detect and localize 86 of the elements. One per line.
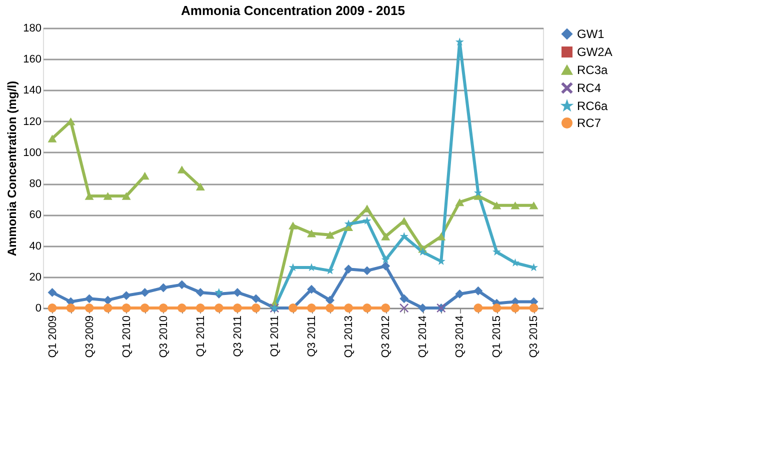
point xyxy=(288,222,298,230)
point xyxy=(492,248,501,256)
x-tick-label: Q3 2010 xyxy=(158,316,170,358)
x-tick-label: Q3 2009 xyxy=(84,316,96,358)
point xyxy=(510,304,520,312)
point xyxy=(418,248,427,256)
point xyxy=(103,192,112,200)
point xyxy=(474,304,483,312)
point xyxy=(455,198,464,206)
point xyxy=(529,304,538,312)
point xyxy=(474,286,483,296)
y-axis-title: Ammonia Concentration (mg/l) xyxy=(5,80,20,256)
legend-label: RC7 xyxy=(577,116,602,130)
legend-label: RC3a xyxy=(577,63,608,77)
point xyxy=(122,304,131,312)
x-tick-label: Q1 2015 xyxy=(491,316,504,358)
point xyxy=(326,304,335,312)
point xyxy=(232,304,242,312)
y-tick-label: 80 xyxy=(29,178,42,190)
x-tick-label: Q1 2013 xyxy=(343,316,356,358)
point xyxy=(251,304,260,312)
y-tick-label: 180 xyxy=(23,22,42,34)
point xyxy=(362,304,372,312)
x-tick-label: Q3 2012 xyxy=(380,316,392,358)
point xyxy=(381,255,390,264)
legend-label: RC6a xyxy=(577,99,608,113)
point xyxy=(455,290,464,298)
point xyxy=(492,304,502,312)
point xyxy=(307,284,316,294)
point xyxy=(455,38,464,46)
point xyxy=(158,283,168,292)
y-tick-label: 0 xyxy=(35,302,42,314)
point xyxy=(66,304,76,312)
point xyxy=(492,201,502,210)
point xyxy=(84,304,94,312)
point xyxy=(381,232,390,240)
y-tick-label: 140 xyxy=(23,84,42,97)
x-tick-label: Q1 2010 xyxy=(120,316,133,358)
point xyxy=(196,182,205,191)
legend-label: GW2A xyxy=(577,45,612,59)
point xyxy=(326,231,335,239)
point xyxy=(362,216,372,225)
point xyxy=(400,304,409,312)
point xyxy=(103,304,112,312)
point xyxy=(307,304,316,312)
x-tick-label: Q3 2011 xyxy=(232,316,244,357)
point xyxy=(122,192,131,200)
point xyxy=(196,288,205,297)
x-tick-label: Q3 2015 xyxy=(528,316,540,358)
x-tick-label: Q1 2011 xyxy=(194,316,207,357)
point xyxy=(158,304,168,312)
point xyxy=(177,304,186,312)
chart-title: Ammonia Concentration 2009 - 2015 xyxy=(181,3,405,18)
x-tick-label: Q1 2009 xyxy=(46,316,59,358)
y-tick-label: 160 xyxy=(23,54,42,66)
y-tick-label: 100 xyxy=(23,146,42,159)
legend-label: RC4 xyxy=(577,81,602,95)
point xyxy=(140,304,150,312)
point xyxy=(362,266,372,276)
point xyxy=(48,304,57,312)
point xyxy=(196,304,205,312)
point xyxy=(251,294,260,304)
point xyxy=(177,280,186,290)
point xyxy=(381,304,390,312)
y-tick-label: 120 xyxy=(23,116,42,128)
point xyxy=(307,229,316,238)
x-tick-label: Q1 2011 xyxy=(268,316,281,357)
point xyxy=(48,134,57,142)
point xyxy=(122,291,131,300)
point xyxy=(529,201,538,210)
point xyxy=(140,288,150,297)
point xyxy=(344,304,354,312)
point xyxy=(326,296,335,305)
point xyxy=(103,296,112,305)
legend-label: GW1 xyxy=(577,27,605,41)
y-tick-label: 60 xyxy=(29,209,42,222)
y-tick-label: 20 xyxy=(29,271,42,284)
y-tick-label: 40 xyxy=(29,240,42,252)
x-tick-label: Q3 2011 xyxy=(306,316,318,357)
point xyxy=(400,294,409,304)
point xyxy=(381,262,390,270)
x-tick-label: Q3 2014 xyxy=(454,316,466,358)
point xyxy=(510,201,520,210)
point xyxy=(48,288,57,297)
x-tick-label: Q1 2014 xyxy=(417,316,430,358)
point xyxy=(214,304,224,312)
